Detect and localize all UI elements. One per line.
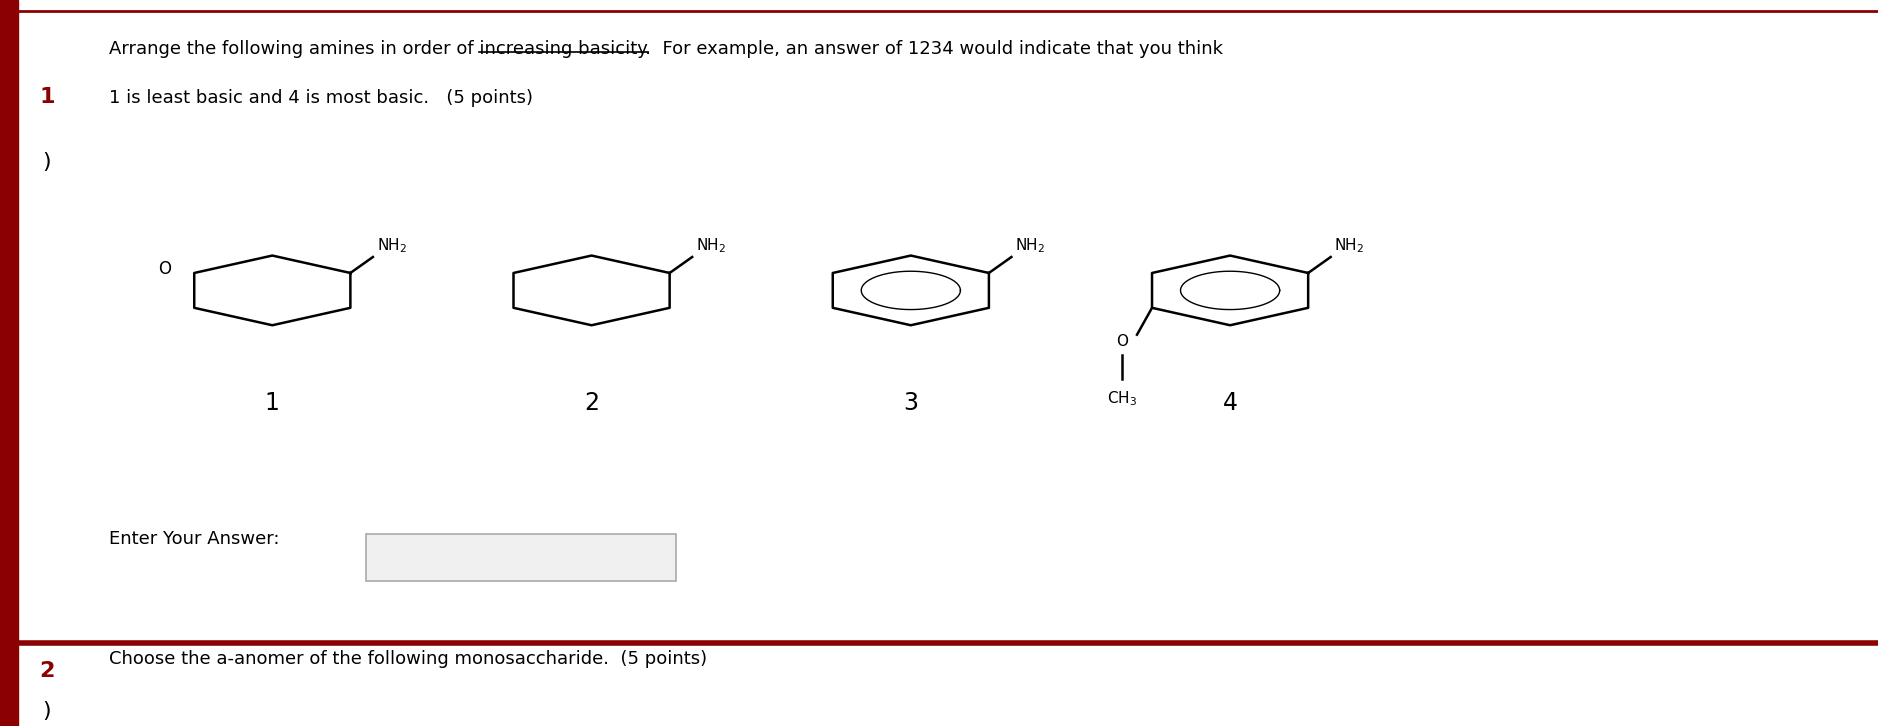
Text: 4: 4 [1223,391,1238,415]
Text: 1: 1 [39,87,54,107]
Text: Arrange the following amines in order of increasing basicity.  For example, an a: Arrange the following amines in order of… [109,40,1223,58]
Text: NH$_2$: NH$_2$ [697,236,727,255]
Text: O: O [1116,335,1129,349]
Text: 1: 1 [265,391,280,415]
FancyBboxPatch shape [366,534,676,581]
Text: NH$_2$: NH$_2$ [1335,236,1365,255]
Text: 1 is least basic and 4 is most basic.   (5 points): 1 is least basic and 4 is most basic. (5… [109,89,533,107]
Text: NH$_2$: NH$_2$ [377,236,408,255]
Text: 2: 2 [39,661,54,681]
Text: 2: 2 [584,391,599,415]
Text: NH$_2$: NH$_2$ [1016,236,1046,255]
Text: Choose the a-anomer of the following monosaccharide.  (5 points): Choose the a-anomer of the following mon… [109,650,706,668]
Text: O: O [158,261,171,278]
Text: CH$_3$: CH$_3$ [1106,389,1136,408]
Text: Enter Your Answer:: Enter Your Answer: [109,530,280,548]
Text: 3: 3 [903,391,918,415]
Text: ): ) [43,701,51,721]
Text: ): ) [43,152,51,173]
